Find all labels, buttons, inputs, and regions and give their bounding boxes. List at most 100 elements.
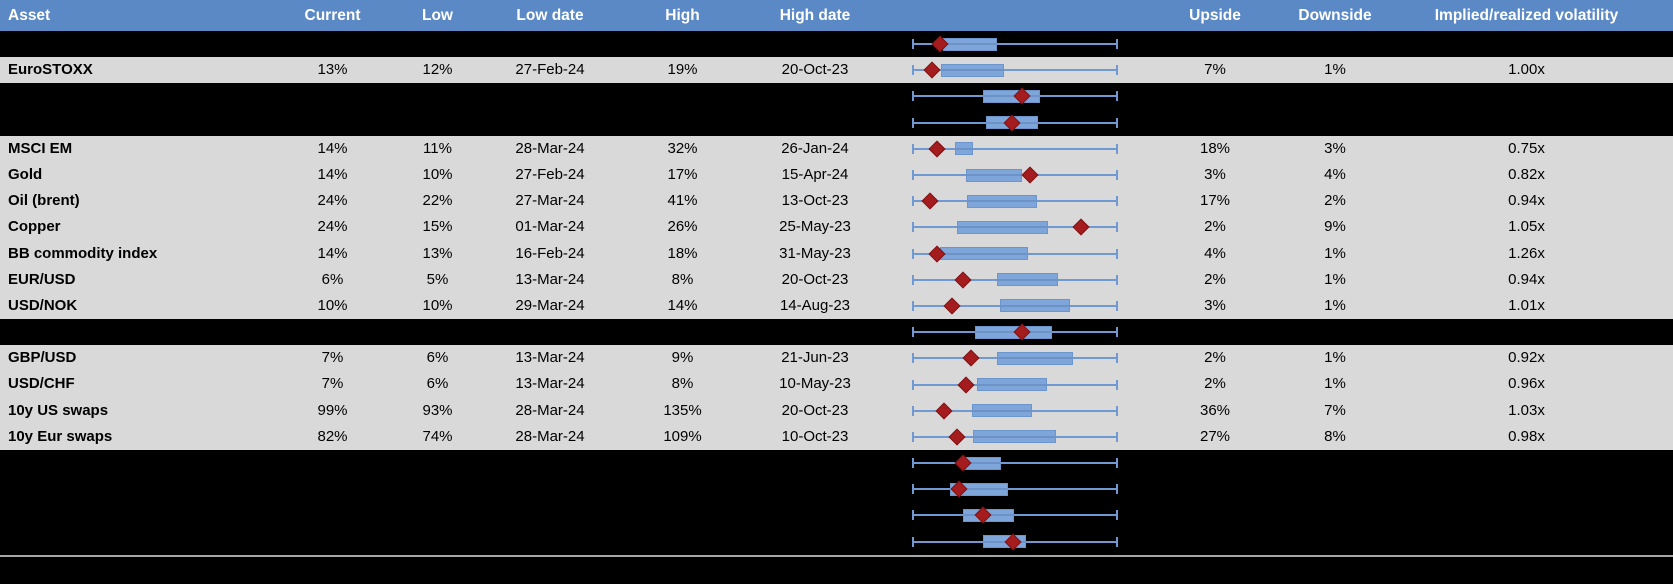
- asset-name: 10y Eur swaps: [8, 427, 113, 445]
- current-value: [290, 450, 375, 476]
- low-date-value: 13-Mar-24: [515, 349, 585, 367]
- downside-value: 9%: [1324, 218, 1346, 236]
- box-inner-line: [956, 147, 972, 150]
- high-date-value: 20-Oct-23: [781, 401, 849, 419]
- upside-value: 2%: [1204, 375, 1226, 393]
- upside-value: 3%: [1204, 296, 1226, 314]
- box-inner-line: [972, 409, 1031, 412]
- upside-value: 3%: [1204, 165, 1226, 183]
- high-value: [600, 83, 765, 109]
- impl-real-vol-value: 0.96x: [1508, 375, 1545, 393]
- whisker-cap-left: [912, 222, 914, 233]
- high-date-value: 25-May-23: [779, 218, 851, 236]
- current-value: 99%: [317, 401, 348, 419]
- impl-real-vol-value: 0.75x: [1508, 139, 1545, 157]
- boxplot: [912, 188, 1118, 214]
- boxplot-cell: [865, 345, 1140, 371]
- diamond-marker: [954, 271, 972, 289]
- downside-value: [1290, 476, 1380, 502]
- low-date-value: [500, 319, 600, 345]
- low-date-value: 27-Mar-24: [515, 192, 585, 210]
- box-inner-line: [958, 226, 1048, 229]
- box-inner-line: [941, 69, 1003, 72]
- whisker-cap-left: [912, 170, 914, 181]
- whisker-cap-right: [1116, 405, 1118, 416]
- boxplot-cell: [865, 110, 1140, 136]
- whisker-cap-left: [912, 248, 914, 259]
- whisker-cap-right: [1116, 431, 1118, 442]
- low-value: [375, 31, 500, 57]
- whisker-cap-left: [912, 117, 914, 128]
- low-date-value: 16-Feb-24: [515, 244, 585, 262]
- high-value: 8%: [671, 375, 694, 393]
- boxplot: [912, 398, 1118, 424]
- whisker-line: [913, 462, 1117, 465]
- boxplot: [912, 529, 1118, 555]
- high-value: 109%: [663, 427, 702, 445]
- header-upside: Upside: [1189, 7, 1241, 24]
- high-value: 135%: [663, 401, 702, 419]
- low-value: [375, 83, 500, 109]
- asset-name: BB commodity index: [8, 244, 158, 262]
- low-value: [375, 476, 500, 502]
- low-value: 13%: [422, 244, 453, 262]
- downside-value: [1290, 319, 1380, 345]
- boxplot-cell: [865, 57, 1140, 83]
- current-value: [290, 529, 375, 555]
- whisker-cap-left: [912, 536, 914, 547]
- box-inner-line: [967, 174, 1021, 177]
- upside-value: [1140, 502, 1290, 528]
- diamond-marker: [948, 428, 966, 446]
- high-value: [600, 529, 765, 555]
- boxplot-cell: [865, 293, 1140, 319]
- downside-value: 4%: [1324, 165, 1346, 183]
- boxplot: [912, 319, 1118, 345]
- whisker-cap-left: [912, 405, 914, 416]
- diamond-marker: [935, 402, 953, 420]
- asset-name: Copper: [8, 218, 61, 236]
- boxplot: [912, 241, 1118, 267]
- impl-real-vol-value: 0.92x: [1508, 349, 1545, 367]
- current-value: [290, 319, 375, 345]
- box-inner-line: [973, 435, 1055, 438]
- high-date-value: 14-Aug-23: [779, 296, 851, 314]
- high-date-value: 21-Jun-23: [781, 349, 849, 367]
- table-row: GBP/USD 7% 6% 13-Mar-24 9% 21-Jun-23 2% 1% 0.92x: [0, 345, 1673, 372]
- boxplot: [912, 110, 1118, 136]
- table-row: MSCI EM 14% 11% 28-Mar-24 32% 26-Jan-24 18% 3% 0…: [0, 135, 1673, 162]
- asset-name: 10y US swaps: [8, 401, 109, 419]
- whisker-line: [913, 69, 1117, 72]
- whisker-cap-left: [912, 39, 914, 50]
- current-value: [290, 83, 375, 109]
- impl-real-vol-value: 1.05x: [1508, 218, 1545, 236]
- whisker-cap-right: [1116, 117, 1118, 128]
- whisker-cap-right: [1116, 327, 1118, 338]
- downside-value: 2%: [1324, 192, 1346, 210]
- current-value: 7%: [321, 349, 344, 367]
- low-date-value: [500, 502, 600, 528]
- boxplot: [912, 476, 1118, 502]
- whisker-cap-right: [1116, 300, 1118, 311]
- asset-name: Gold: [8, 165, 43, 183]
- upside-value: 7%: [1204, 61, 1226, 79]
- whisker-cap-right: [1116, 143, 1118, 154]
- high-date-value: [765, 83, 865, 109]
- low-date-value: 28-Mar-24: [515, 401, 585, 419]
- upside-value: 4%: [1204, 244, 1226, 262]
- header-high-date: High date: [779, 7, 851, 24]
- upside-value: [1140, 476, 1290, 502]
- downside-value: [1290, 529, 1380, 555]
- asset-name: USD/NOK: [8, 296, 78, 314]
- low-value: 15%: [422, 218, 453, 236]
- low-date-value: [500, 83, 600, 109]
- low-value: 11%: [423, 139, 452, 157]
- downside-value: 1%: [1324, 61, 1346, 79]
- diamond-marker: [923, 61, 941, 79]
- whisker-line: [913, 514, 1117, 517]
- downside-value: [1290, 502, 1380, 528]
- table-row: 10y US swaps 99% 93% 28-Mar-24 135% 20-Oct-23…: [0, 397, 1673, 424]
- downside-value: 1%: [1324, 270, 1346, 288]
- asset-name: [0, 476, 290, 502]
- diamond-marker: [928, 140, 946, 158]
